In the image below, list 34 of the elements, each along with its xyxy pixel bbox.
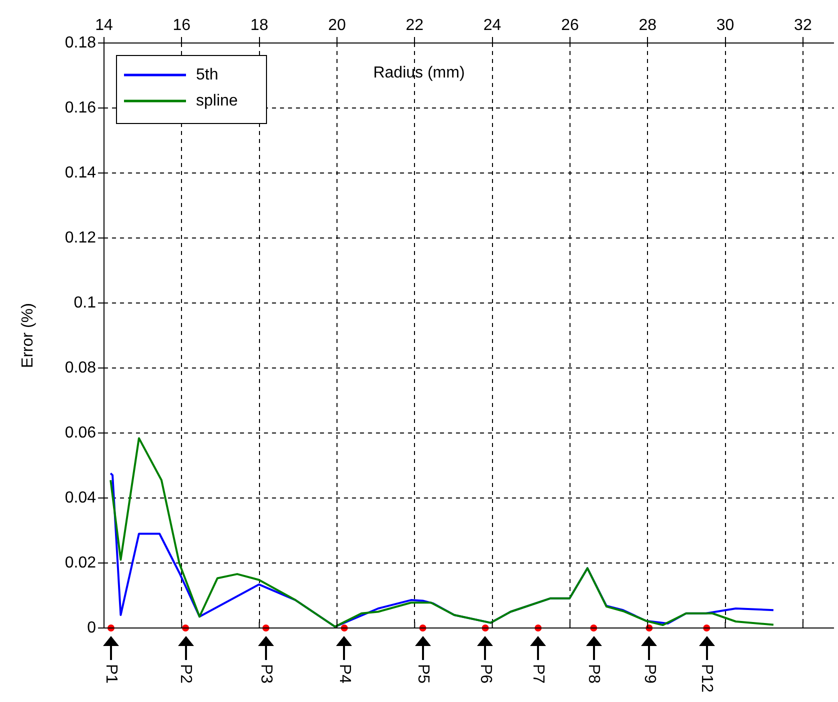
y-tick-label: 0.02 xyxy=(64,554,96,572)
annotation: P9 xyxy=(640,664,658,684)
y-tick-label: 0 xyxy=(87,619,96,636)
y-tick-label: 0.04 xyxy=(64,489,96,506)
x-tick-label: 32 xyxy=(794,16,812,34)
annotation: P2 xyxy=(177,664,194,684)
x-tick-label: 28 xyxy=(638,16,657,34)
annotation: P6 xyxy=(476,664,494,684)
x-tick-label: 24 xyxy=(483,16,502,34)
x-tick-label: 30 xyxy=(716,16,734,34)
annotation: P4 xyxy=(336,664,353,684)
y-tick-label: 0.16 xyxy=(64,99,96,116)
annotation: P7 xyxy=(530,664,547,684)
legend-label: spline xyxy=(196,92,238,110)
x-tick-label: 14 xyxy=(95,16,113,34)
y-tick-label: 0.18 xyxy=(64,34,96,52)
x-tick-label: 16 xyxy=(172,16,191,34)
annotation: P3 xyxy=(258,664,275,684)
x-tick-label: 26 xyxy=(561,16,579,34)
x-tick-label: 20 xyxy=(328,16,346,34)
annotation: P1 xyxy=(102,664,120,684)
annotation: P8 xyxy=(585,664,602,684)
y-tick-label: 0.14 xyxy=(64,164,96,182)
y-tick-label: 0.1 xyxy=(74,294,96,312)
y-tick-label: 0.06 xyxy=(64,424,96,442)
y-tick-label: 0.12 xyxy=(64,229,96,246)
x-tick-label: 22 xyxy=(406,16,424,34)
y-tick-label: 0.08 xyxy=(64,359,96,376)
x-axis-title: Radius (mm) xyxy=(373,64,465,82)
annotation: P12 xyxy=(698,664,716,693)
x-tick-label: 18 xyxy=(250,16,268,34)
y-axis-title: Error (%) xyxy=(19,303,36,368)
annotation: P5 xyxy=(414,664,432,684)
legend-label: 5th xyxy=(196,66,218,84)
